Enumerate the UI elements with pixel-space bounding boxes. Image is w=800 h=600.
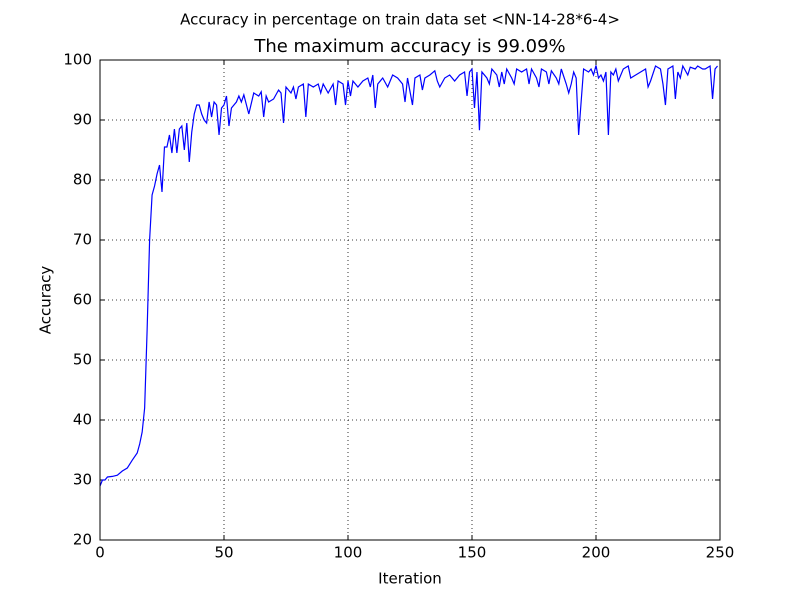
y-tick-label: 60 bbox=[73, 291, 92, 309]
x-axis-label: Iteration bbox=[378, 570, 442, 588]
data-line bbox=[99, 64, 718, 487]
x-tick-label: 150 bbox=[458, 544, 487, 562]
y-tick-label: 80 bbox=[73, 171, 92, 189]
x-tick-label: 100 bbox=[334, 544, 363, 562]
y-tick-label: 70 bbox=[73, 231, 92, 249]
x-tick-label: 250 bbox=[706, 544, 735, 562]
x-tick-label: 50 bbox=[214, 544, 233, 562]
x-tick-label: 0 bbox=[95, 544, 105, 562]
y-tick-label: 20 bbox=[73, 531, 92, 549]
chart-title: The maximum accuracy is 99.09% bbox=[253, 36, 565, 57]
y-tick-label: 50 bbox=[73, 351, 92, 369]
y-tick-label: 40 bbox=[73, 411, 92, 429]
y-axis-label: Accuracy bbox=[37, 266, 55, 335]
y-tick-label: 30 bbox=[73, 471, 92, 489]
x-tick-label: 200 bbox=[582, 544, 611, 562]
plot-frame bbox=[99, 59, 721, 541]
y-tick-label: 90 bbox=[73, 111, 92, 129]
suptitle: Accuracy in percentage on train data set… bbox=[180, 11, 620, 29]
y-tick-label: 100 bbox=[63, 51, 92, 69]
